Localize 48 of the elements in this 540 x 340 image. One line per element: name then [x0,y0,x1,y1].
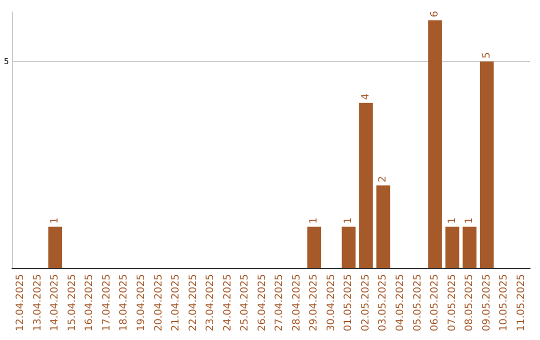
x-tick-label: 08.05.2025 [464,274,476,332]
x-tick-label: 21.04.2025 [170,274,182,332]
bar [359,102,373,268]
x-tick-label: 07.05.2025 [446,274,458,332]
data-label: 5 [481,52,492,59]
data-label: 6 [430,10,441,18]
x-tick-label: 12.04.2025 [15,274,26,332]
x-tick-label: 24.04.2025 [222,274,234,332]
data-label: 1 [343,217,354,224]
x-tick-label: 03.05.2025 [378,274,389,332]
data-label: 4 [360,93,372,100]
x-tick-label: 11.05.2025 [516,274,527,332]
x-tick-label: 18.04.2025 [118,274,130,332]
bar [445,226,460,268]
data-label: 2 [378,176,389,182]
x-tick-label: 23.04.2025 [205,274,216,332]
bar [48,226,62,268]
data-label: 1 [308,217,320,224]
x-tick-label: 29.04.2025 [308,274,320,332]
x-tick-label: 04.05.2025 [395,274,406,332]
x-tick-label: 30.04.2025 [326,274,337,332]
bar [376,185,390,268]
bar [480,62,494,268]
x-tick-label: 22.04.2025 [188,274,199,332]
x-tick-label: 25.04.2025 [240,274,251,332]
x-tick-label: 15.04.2025 [66,274,78,332]
x-tick-label: 10.05.2025 [498,274,510,332]
x-tick-label: 26.04.2025 [256,274,268,332]
x-tick-label: 19.04.2025 [136,274,147,332]
x-tick-label: 13.04.2025 [32,274,44,332]
x-tick-label: 01.05.2025 [343,274,354,332]
bar [307,226,322,268]
data-label: 1 [50,217,61,224]
x-tick-label: 06.05.2025 [430,274,441,332]
x-tick-label: 02.05.2025 [360,274,372,332]
bar [428,20,442,268]
x-tick-label: 17.04.2025 [101,274,112,332]
x-tick-label: 28.04.2025 [291,274,302,332]
data-label: 1 [464,217,476,224]
x-tick-label: 05.05.2025 [412,274,424,332]
x-tick-label: 14.04.2025 [50,274,61,332]
x-tick-label: 09.05.2025 [481,274,492,332]
x-tick-label: 27.04.2025 [274,274,286,332]
bar [462,226,476,268]
data-label: 1 [446,217,458,224]
bar [342,226,356,268]
x-tick-label: 16.04.2025 [84,274,96,332]
x-tick-label: 20.04.2025 [153,274,164,332]
